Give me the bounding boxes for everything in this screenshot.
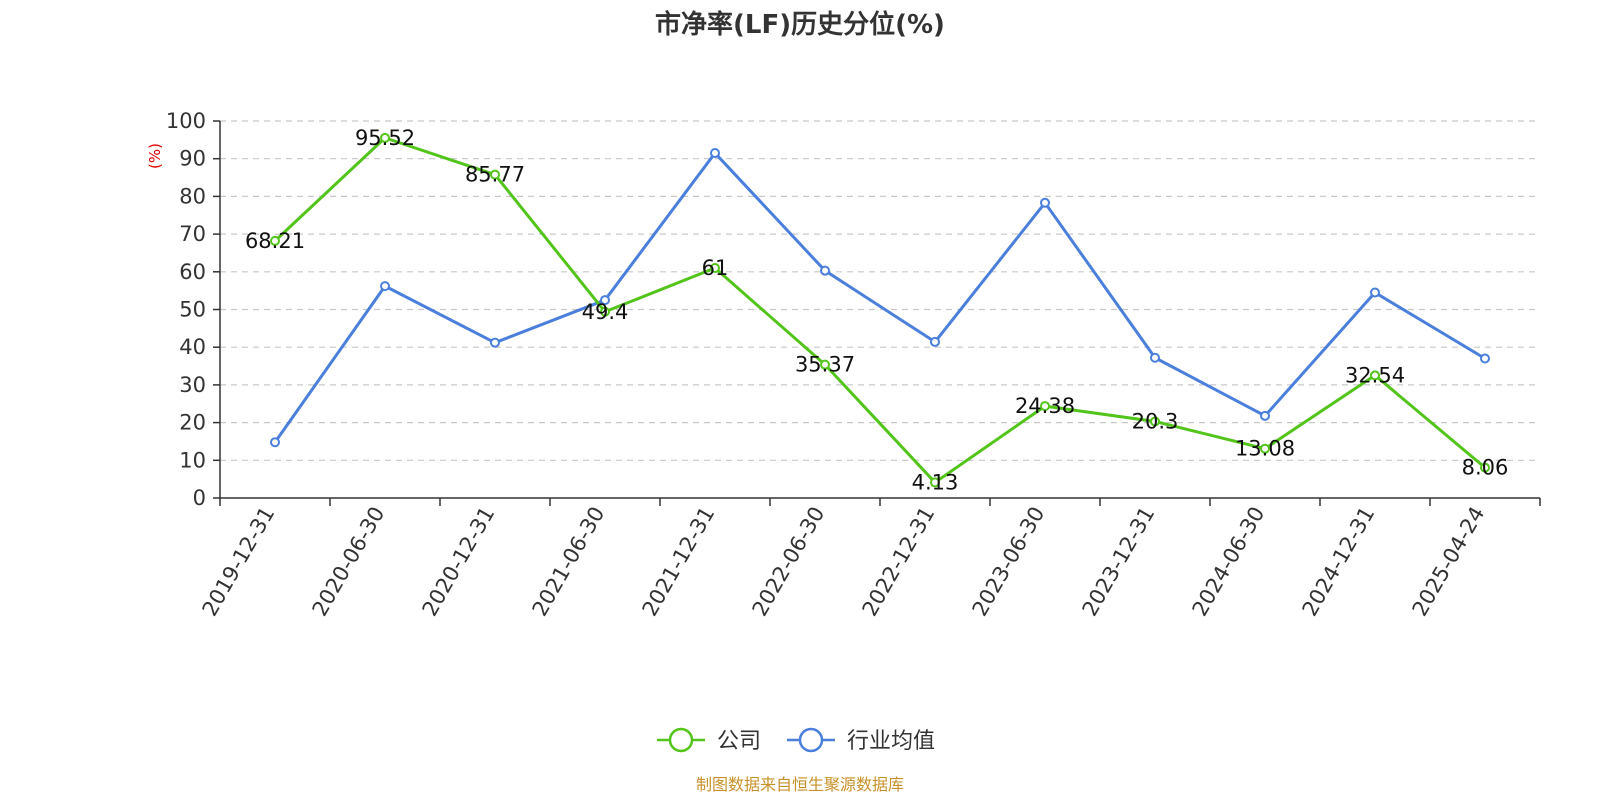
data-point bbox=[1370, 370, 1380, 381]
data-point bbox=[490, 337, 500, 348]
x-tick-label: 2023-06-30 bbox=[968, 503, 1050, 621]
data-point bbox=[1040, 197, 1050, 208]
data-point bbox=[1150, 352, 1160, 363]
data-label: 24.38 bbox=[1015, 394, 1075, 418]
data-point bbox=[600, 306, 610, 317]
data-point bbox=[380, 132, 390, 143]
legend-marker bbox=[798, 727, 824, 753]
x-tick-label: 2020-12-31 bbox=[418, 503, 500, 621]
data-point bbox=[820, 265, 830, 276]
data-label: 8.06 bbox=[1462, 456, 1509, 480]
data-label: 85.77 bbox=[465, 163, 525, 187]
data-point bbox=[1260, 410, 1270, 421]
y-tick-label: 50 bbox=[179, 298, 206, 322]
y-tick-label: 90 bbox=[179, 147, 206, 171]
y-tick-label: 80 bbox=[179, 184, 206, 208]
data-point bbox=[820, 359, 830, 370]
data-label: 61 bbox=[702, 256, 729, 280]
y-tick-label: 40 bbox=[179, 335, 206, 359]
y-tick-label: 100 bbox=[166, 109, 206, 133]
data-point bbox=[930, 477, 940, 488]
x-tick-label: 2025-04-24 bbox=[1408, 503, 1490, 621]
data-point bbox=[1150, 416, 1160, 427]
x-tick-label: 2024-12-31 bbox=[1298, 503, 1380, 621]
x-tick-label: 2020-06-30 bbox=[308, 503, 390, 621]
data-label: 35.37 bbox=[795, 353, 855, 377]
data-point bbox=[710, 263, 720, 274]
legend-item[interactable]: 公司 bbox=[657, 727, 761, 754]
data-point bbox=[380, 281, 390, 292]
x-tick-label: 2019-12-31 bbox=[198, 503, 280, 621]
x-tick-label: 2021-06-30 bbox=[528, 503, 610, 621]
data-point bbox=[270, 437, 280, 448]
legend[interactable]: 公司 行业均值 bbox=[657, 727, 935, 754]
data-label: 32.54 bbox=[1345, 363, 1405, 387]
y-tick-label: 70 bbox=[179, 222, 206, 246]
grid-lines bbox=[220, 120, 1540, 461]
x-tick-label: 2024-06-30 bbox=[1188, 503, 1270, 621]
legend-label: 行业均值 bbox=[847, 729, 935, 754]
y-tick-label: 20 bbox=[179, 411, 206, 435]
series-line bbox=[273, 151, 1486, 444]
data-point bbox=[1480, 462, 1490, 473]
x-tick-label: 2022-12-31 bbox=[858, 503, 940, 621]
data-point bbox=[490, 169, 500, 180]
data-label: 13.08 bbox=[1235, 437, 1295, 461]
legend-marker bbox=[668, 727, 694, 753]
data-point bbox=[270, 235, 280, 246]
legend-item[interactable]: 行业均值 bbox=[787, 727, 935, 754]
x-tick-label: 2021-12-31 bbox=[638, 503, 720, 621]
chart-title: 市净率(LF)历史分位(%) bbox=[655, 9, 945, 40]
y-axis-unit-label: (%) bbox=[146, 143, 164, 169]
source-note: 制图数据来自恒生聚源数据库 bbox=[696, 775, 904, 794]
x-tick-label: 2023-12-31 bbox=[1078, 503, 1160, 621]
x-tick-label: 2022-06-30 bbox=[748, 503, 830, 621]
data-point bbox=[1370, 287, 1380, 298]
data-label: 95.52 bbox=[355, 126, 415, 150]
data-point bbox=[1480, 353, 1490, 364]
data-label: 4.13 bbox=[912, 470, 959, 494]
y-tick-label: 30 bbox=[179, 373, 206, 397]
data-label: 68.21 bbox=[245, 229, 305, 253]
y-tick-label: 10 bbox=[179, 448, 206, 472]
data-labels: 68.21 95.52 85.77 49.4 61 35.37 4.13 24.38 20.3 1… bbox=[245, 126, 1508, 495]
series-line bbox=[273, 136, 1486, 484]
data-label: 20.3 bbox=[1132, 409, 1179, 433]
y-tick-label: 0 bbox=[193, 486, 206, 510]
data-label: 49.4 bbox=[582, 300, 629, 324]
data-point bbox=[930, 336, 940, 347]
data-point bbox=[1260, 443, 1270, 454]
legend-label: 公司 bbox=[717, 729, 761, 754]
data-point bbox=[600, 295, 610, 306]
y-tick-label: 60 bbox=[179, 260, 206, 284]
data-point bbox=[710, 148, 720, 159]
series-lines bbox=[270, 132, 1490, 488]
data-point bbox=[1040, 401, 1050, 412]
